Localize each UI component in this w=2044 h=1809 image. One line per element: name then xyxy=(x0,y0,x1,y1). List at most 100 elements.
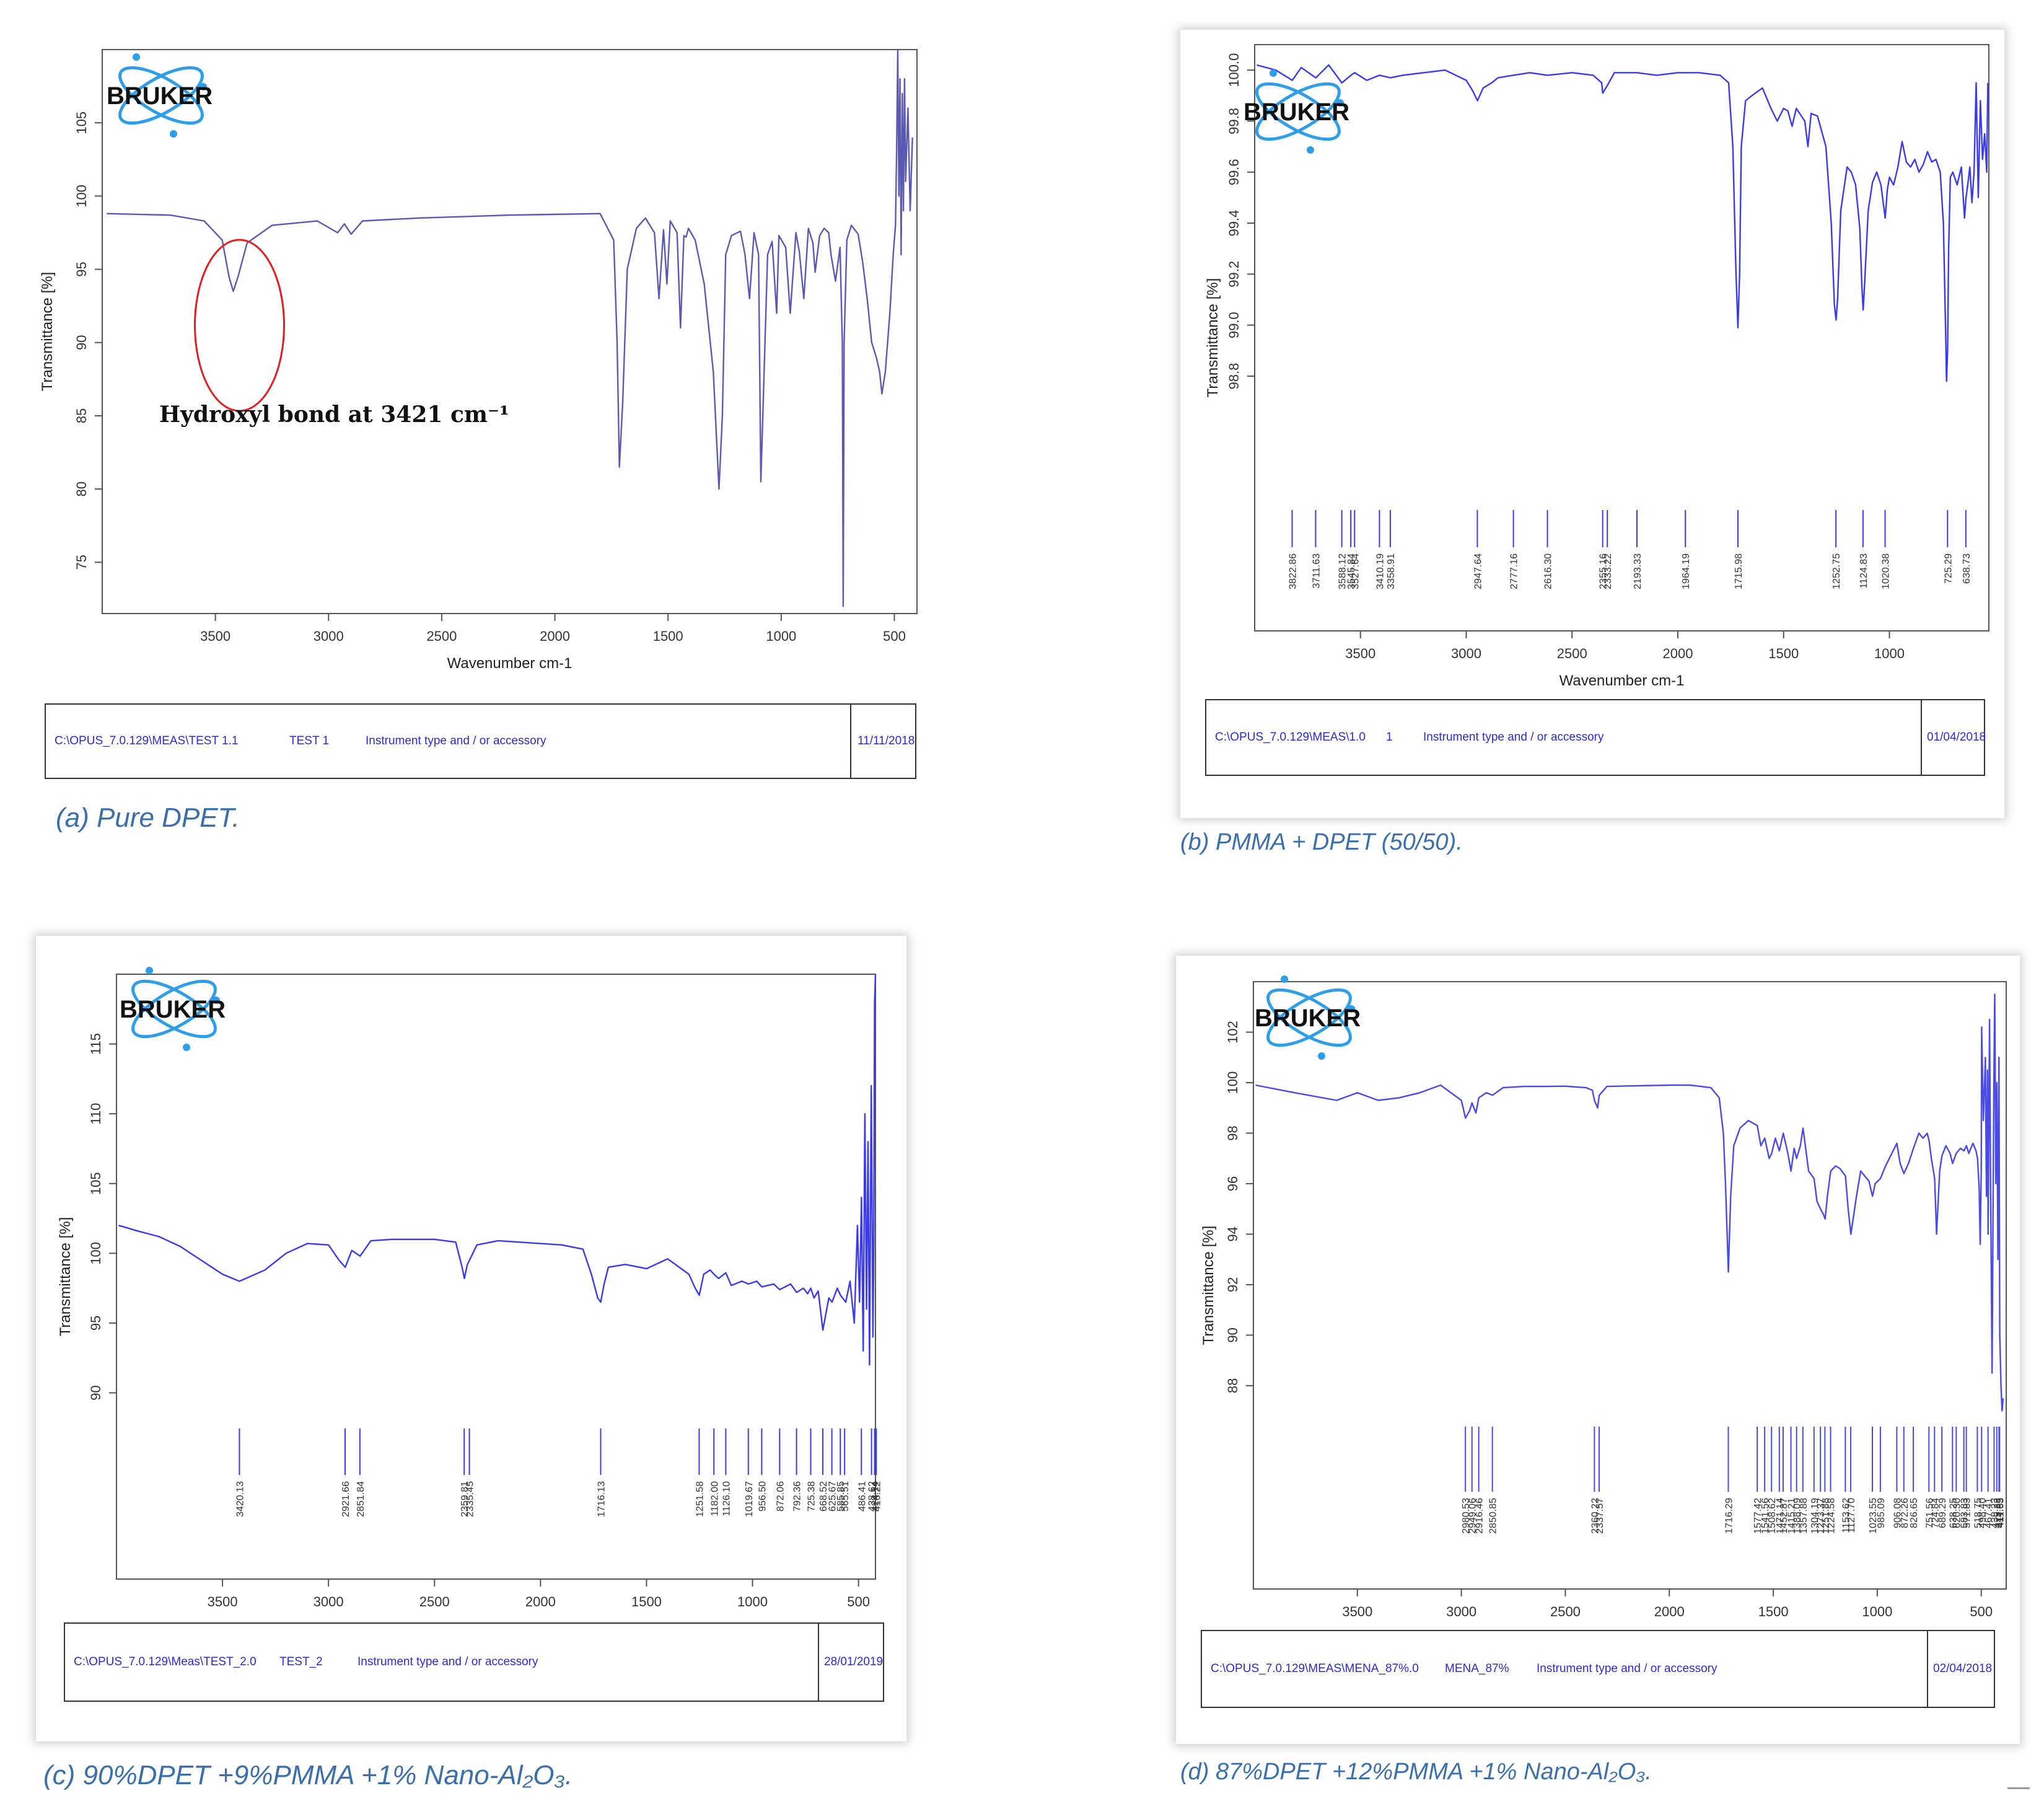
hydroxyl-annotation: Hydroxyl bond at 3421 cm⁻¹ xyxy=(159,402,509,428)
footer-date: 11/11/2018 xyxy=(858,734,915,747)
peak-label: 826.65 xyxy=(1909,1498,1919,1528)
x-tick-label: 1000 xyxy=(766,628,796,644)
y-tick-label: 110 xyxy=(88,1103,103,1125)
x-tick-label: 500 xyxy=(1970,1604,1993,1619)
peak-label: 2947.64 xyxy=(1473,553,1483,589)
y-tick-label: 95 xyxy=(88,1316,103,1331)
peak-label: 1273.37 xyxy=(1816,1498,1827,1534)
orbit-shape xyxy=(1255,82,1341,141)
x-tick-label: 3500 xyxy=(200,628,230,644)
panel-d: 88 90 92 94 96 98 100 102 3500 3000 2500 2000 1500 10… xyxy=(1176,956,2020,1744)
y-tick-label: 90 xyxy=(88,1385,103,1400)
caption-c: (c) 90%DPET +9%PMMA +1% Nano-Al₂O₃. xyxy=(43,1760,573,1790)
peak-label: 1127.70 xyxy=(1846,1498,1857,1533)
orbit-shape xyxy=(1266,988,1352,1047)
peak-label: 467.41 xyxy=(1984,1498,1994,1528)
y-tick-label: 99.0 xyxy=(1226,312,1242,338)
peak-label: 571.83 xyxy=(1962,1498,1973,1528)
peak-label: 498.40 xyxy=(1977,1498,1988,1528)
chart-a: 75 80 85 90 95 100 105 3500 3000 2500 2000 1500 1000… xyxy=(39,48,918,672)
peak-label: 725.38 xyxy=(807,1481,817,1512)
footer-divider xyxy=(850,705,851,778)
footer-date: 02/04/2018 xyxy=(1933,1662,1993,1675)
peak-label: 638.25 xyxy=(1948,1498,1958,1528)
peak-label: 3822.86 xyxy=(1287,553,1298,589)
x-tick-label: 2000 xyxy=(1654,1604,1685,1619)
x-tick-label: 3500 xyxy=(208,1594,238,1609)
footer-instrument: Instrument type and / or accessory xyxy=(1537,1662,1717,1675)
orbit-dot xyxy=(1270,69,1277,77)
y-tick-label: 98.8 xyxy=(1226,363,1242,390)
peak-label: 2949.06 xyxy=(1468,1498,1478,1534)
bruker-logo: BRUKER xyxy=(105,51,254,144)
peak-label: 625.67 xyxy=(828,1481,838,1512)
y-tick-label: 95 xyxy=(74,262,89,276)
plot-frame xyxy=(116,974,876,1580)
y-tick-label: 115 xyxy=(88,1033,103,1055)
footer-instrument: Instrument type and / or accessory xyxy=(357,1655,538,1668)
peak-label: 411.63 xyxy=(1995,1498,2006,1528)
x-tick-label: 2000 xyxy=(1663,646,1693,661)
peak-label: 2850.85 xyxy=(1488,1498,1499,1534)
peak-label: 1251.58 xyxy=(695,1481,705,1517)
peak-label: 1715.98 xyxy=(1734,553,1744,589)
peak-label: 1252.75 xyxy=(1831,553,1842,589)
bruker-logo-graphic: BRUKER xyxy=(120,967,226,1051)
orbit-dot xyxy=(1348,1005,1355,1013)
orbit-shape xyxy=(118,66,204,125)
peak-label: 2193.33 xyxy=(1633,553,1643,589)
peak-label: 620.30 xyxy=(1952,1498,1962,1528)
peak-label: 1716.13 xyxy=(596,1481,607,1517)
x-tick-label: 1500 xyxy=(631,1594,662,1609)
x-tick-label: 2000 xyxy=(540,628,570,644)
orbit-dot xyxy=(146,967,153,974)
spectrum-line xyxy=(1255,993,2004,1412)
bruker-logo: BRUKER xyxy=(118,964,267,1057)
peak-label: 1508.62 xyxy=(1767,1498,1778,1534)
peak-label: 724.84 xyxy=(1930,1498,1941,1528)
peak-label: 2360.22 xyxy=(1590,1498,1600,1534)
y-tick-label: 100.0 xyxy=(1226,53,1242,87)
caption-a: (a) Pure DPET. xyxy=(56,803,240,833)
peak-label: 956.50 xyxy=(757,1481,768,1512)
orbit-dot xyxy=(213,997,220,1004)
y-tick-label: 94 xyxy=(1225,1226,1240,1241)
footer-path: C:\OPUS_7.0.129\MEAS\1.0 xyxy=(1215,731,1366,744)
x-tick-label: 2500 xyxy=(419,1594,450,1609)
logo-text: BRUKER xyxy=(1244,99,1349,126)
x-tick-label: 2500 xyxy=(1557,646,1587,661)
peak-label: 2335.45 xyxy=(465,1481,476,1517)
orbit-shape xyxy=(131,979,217,1039)
peak-label: 1182.00 xyxy=(709,1481,720,1516)
peak-label: 3420.13 xyxy=(235,1481,245,1517)
peak-label: 1020.38 xyxy=(1881,553,1892,589)
peak-label: 424.14 xyxy=(871,1481,881,1512)
peak-label: 1452.87 xyxy=(1779,1498,1789,1534)
peak-label: 1124.83 xyxy=(1859,553,1869,589)
orbit-dot xyxy=(170,130,177,138)
y-tick-label: 99.6 xyxy=(1226,159,1242,185)
panel-b: 98.8 99.0 99.2 99.4 99.6 99.8 100.0 3500 3000 250… xyxy=(1180,30,2004,818)
plot-frame xyxy=(102,49,918,614)
peak-label: 3545.84 xyxy=(1346,553,1357,589)
x-tick-label: 3500 xyxy=(1345,646,1375,661)
peak-label: 585.85 xyxy=(836,1481,846,1512)
x-axis-label: Wavenumber cm-1 xyxy=(1559,672,1685,689)
footer-date: 28/01/2019 xyxy=(824,1655,884,1668)
logo-text: BRUKER xyxy=(107,82,213,110)
spectrum-line xyxy=(107,48,913,607)
peak-label: 486.41 xyxy=(857,1481,867,1512)
x-tick-label: 3000 xyxy=(1451,646,1481,661)
x-tick-label: 2000 xyxy=(525,1594,556,1609)
y-tick-label: 100 xyxy=(88,1242,103,1265)
footer-d: C:\OPUS_7.0.129\MEAS\MENA_87%.0 MENA_87%… xyxy=(1201,1630,1995,1708)
x-tick-label: 2500 xyxy=(426,628,457,644)
peak-label: 3358.91 xyxy=(1386,553,1397,589)
peak-label: 872.26 xyxy=(1900,1498,1910,1528)
peak-label: 2916.46 xyxy=(1475,1498,1485,1534)
panel-c: 90 95 100 105 110 115 3500 3000 2500 2000 1500 1000… xyxy=(36,936,906,1741)
peak-label: 1716.29 xyxy=(1724,1498,1734,1534)
orbit-shape xyxy=(1255,82,1341,141)
orbit-shape xyxy=(118,66,204,125)
y-tick-label: 88 xyxy=(1225,1378,1240,1393)
